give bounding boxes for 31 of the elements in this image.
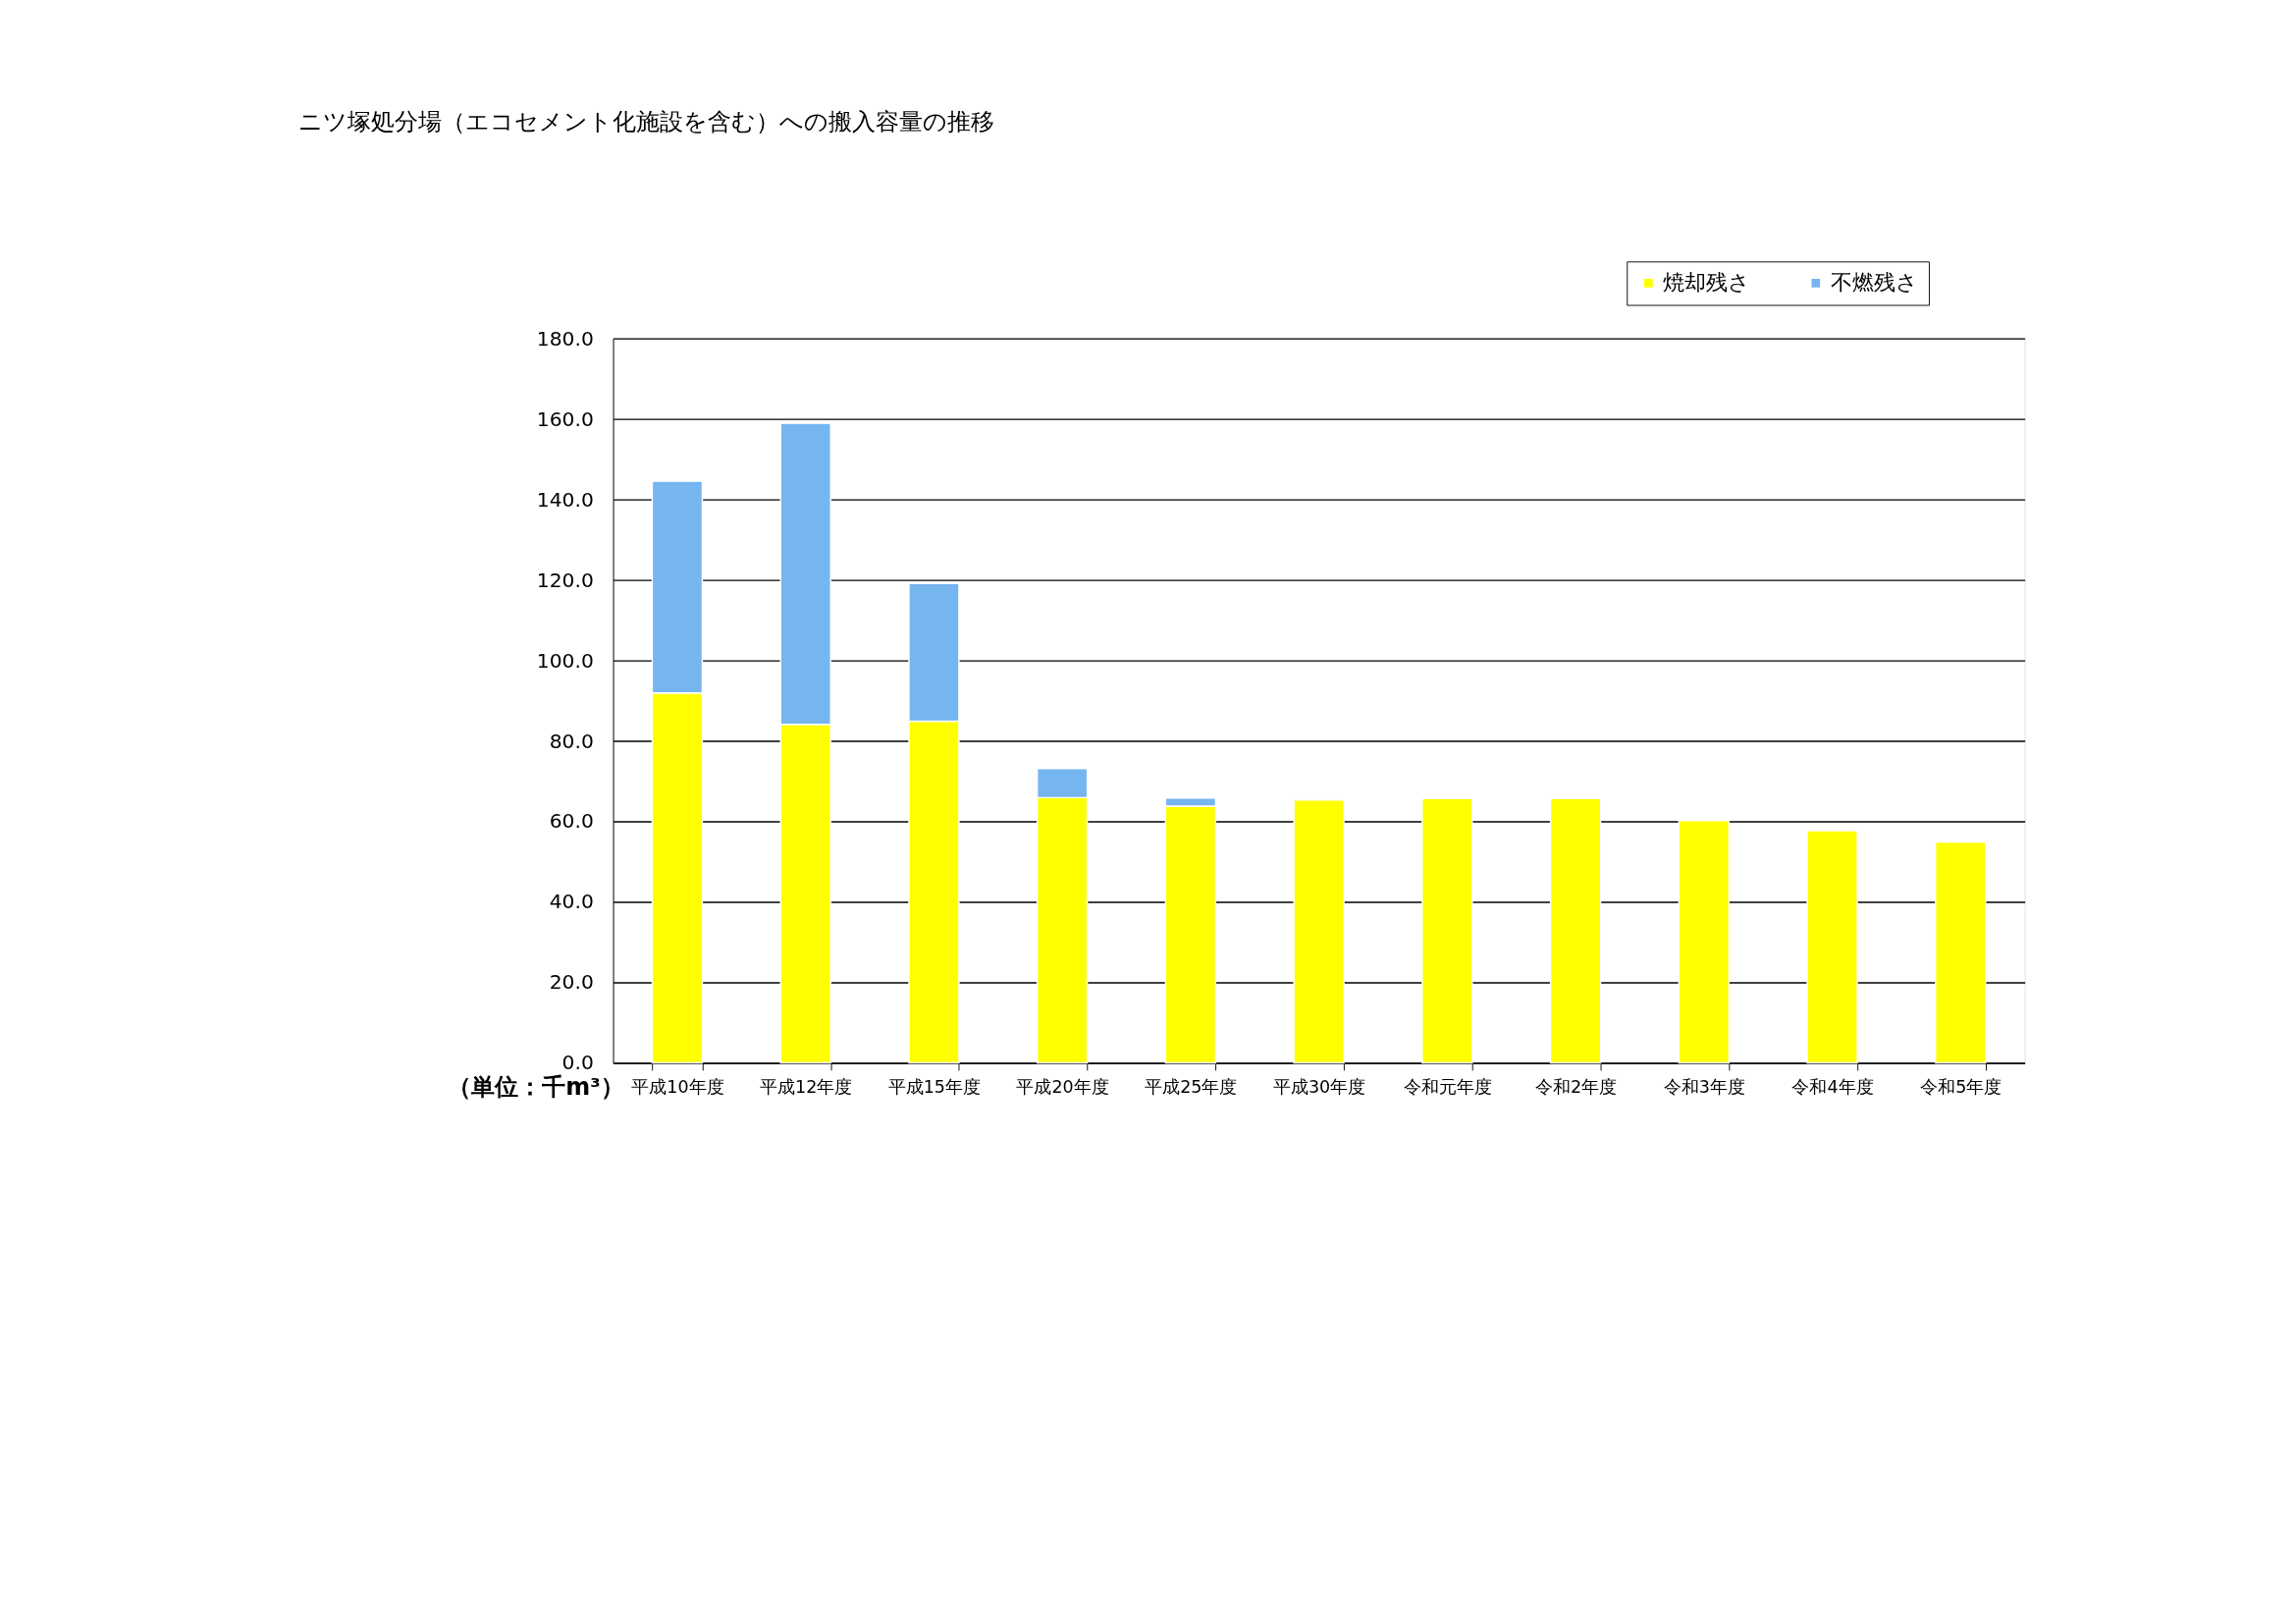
x-tick-label: 平成15年度 [887,1077,982,1098]
y-tick-label: 40.0 [549,890,594,914]
y-tick-label: 120.0 [536,568,594,592]
bar [1549,797,1602,1064]
bar [1293,799,1345,1064]
bar [1935,840,1987,1064]
bar [1678,820,1730,1064]
x-tick-label: 令和元年度 [1403,1077,1492,1098]
bar [1421,797,1473,1064]
x-tick-label: 平成25年度 [1145,1077,1238,1098]
y-tick-label: 160.0 [536,406,594,431]
y-tick-label: 60.0 [549,809,594,834]
y-tick-label: 0.0 [561,1051,594,1075]
text: （単位：千m³） [448,1072,624,1101]
y-tick-label: 100.0 [536,648,594,673]
y-tick-label: 20.0 [549,970,594,995]
x-tick-label: 令和3年度 [1663,1077,1745,1098]
x-tick-label: 平成30年度 [1272,1077,1366,1098]
x-tick-label: 令和5年度 [1920,1077,2002,1098]
x-tick-label: 平成12年度 [760,1077,853,1098]
y-tick-label: 140.0 [536,487,594,512]
legend-label: 不燃残さ [1830,268,1918,295]
y-tick-label: 180.0 [536,326,594,351]
y-tick-label: 80.0 [549,729,594,753]
x-tick-label: 平成10年度 [631,1077,724,1098]
legend-label: 焼却残さ [1663,268,1751,295]
bar [1806,830,1858,1064]
chart-title: ニツ塚処分場（エコセメント化施設を含む）への搬入容量の推移 [298,108,995,136]
x-tick-label: 令和2年度 [1534,1077,1618,1098]
x-tick-label: 令和4年度 [1791,1077,1874,1098]
x-tick-label: 平成20年度 [1016,1077,1109,1098]
